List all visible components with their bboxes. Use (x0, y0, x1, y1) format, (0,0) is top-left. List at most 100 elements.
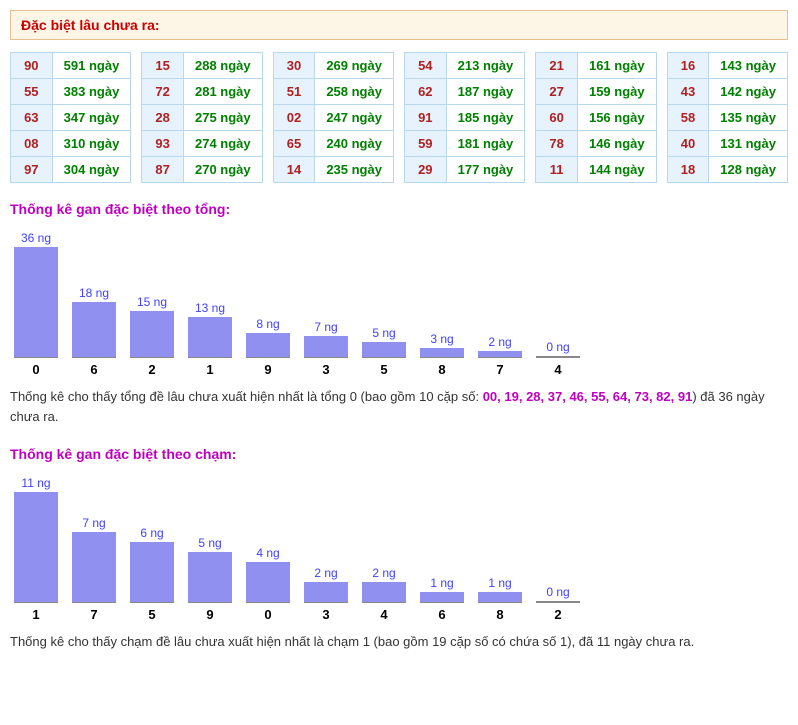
bar-value-label: 13 ng (195, 301, 225, 315)
bar-col: 2 ng 3 (304, 566, 348, 622)
bar-col: 15 ng2 (130, 295, 174, 377)
bar-col: 1 ng6 (420, 576, 464, 622)
table-row: 29177 ngày (404, 157, 524, 183)
days-cell: 383 ngày (52, 79, 131, 105)
bar-col: 5 ng 9 (188, 536, 232, 622)
table-row: 59181 ngày (404, 131, 524, 157)
bar (14, 492, 58, 603)
table-row: 63347 ngày (11, 105, 131, 131)
bar (362, 582, 406, 603)
num-cell: 11 (536, 157, 578, 183)
chart1-desc: Thống kê cho thấy tổng đề lâu chưa xuất … (10, 387, 788, 426)
days-cell: 304 ngày (52, 157, 131, 183)
bar (188, 317, 232, 358)
days-cell: 591 ngày (52, 53, 131, 79)
table-row: 51258 ngày (273, 79, 393, 105)
bar (536, 356, 580, 358)
table-row: 18128 ngày (667, 157, 787, 183)
table-row: 54213 ngày (404, 53, 524, 79)
num-cell: 18 (667, 157, 709, 183)
bar-col: 0 ng4 (536, 340, 580, 377)
days-cell: 185 ngày (446, 105, 525, 131)
bar-category-label: 0 (32, 362, 39, 377)
bar-category-label: 7 (496, 362, 503, 377)
num-cell: 93 (142, 131, 184, 157)
bar (72, 532, 116, 603)
days-cell: 275 ngày (183, 105, 262, 131)
tables-row: 90591 ngày55383 ngày63347 ngày08310 ngày… (10, 52, 788, 183)
num-cell: 27 (536, 79, 578, 105)
table-row: 16143 ngày (667, 53, 787, 79)
table-row: 78146 ngày (536, 131, 656, 157)
bar-category-label: 5 (380, 362, 387, 377)
bar-category-label: 9 (206, 607, 213, 622)
days-cell: 143 ngày (709, 53, 788, 79)
days-cell: 269 ngày (315, 53, 394, 79)
num-cell: 62 (404, 79, 446, 105)
table-row: 62187 ngày (404, 79, 524, 105)
days-cell: 187 ngày (446, 79, 525, 105)
bar-category-label: 7 (90, 607, 97, 622)
num-cell: 97 (11, 157, 53, 183)
bar-category-label: 3 (322, 362, 329, 377)
bar-value-label: 7 ng (314, 320, 337, 334)
days-cell: 213 ngày (446, 53, 525, 79)
bar-col: 5 ng5 (362, 326, 406, 377)
bar-value-label: 3 ng (430, 332, 453, 346)
bar-category-label: 6 (438, 607, 445, 622)
bar-value-label: 0 ng (546, 340, 569, 354)
num-cell: 40 (667, 131, 709, 157)
table-row: 40131 ngày (667, 131, 787, 157)
num-cell: 21 (536, 53, 578, 79)
bar-category-label: 3 (322, 607, 329, 622)
table-row: 21161 ngày (536, 53, 656, 79)
table-row: 08310 ngày (11, 131, 131, 157)
num-cell: 02 (273, 105, 315, 131)
bar-category-label: 8 (438, 362, 445, 377)
bar-col: 8 ng 9 (246, 317, 290, 377)
chart1-desc-highlight: 00, 19, 28, 37, 46, 55, 64, 73, 82, 91 (483, 389, 693, 404)
table-row: 27159 ngày (536, 79, 656, 105)
bar-col: 4 ng0 (246, 546, 290, 622)
bar-category-label: 6 (90, 362, 97, 377)
mini-table: 90591 ngày55383 ngày63347 ngày08310 ngày… (10, 52, 131, 183)
days-cell: 159 ngày (577, 79, 656, 105)
bar (130, 311, 174, 358)
num-cell: 87 (142, 157, 184, 183)
bar (478, 351, 522, 358)
bar-category-label: 9 (264, 362, 271, 377)
bar-value-label: 2 ng (314, 566, 337, 580)
num-cell: 58 (667, 105, 709, 131)
num-cell: 72 (142, 79, 184, 105)
chart2-desc: Thống kê cho thấy chạm đề lâu chưa xuất … (10, 632, 788, 652)
bar-category-label: 1 (206, 362, 213, 377)
days-cell: 235 ngày (315, 157, 394, 183)
table-row: 15288 ngày (142, 53, 262, 79)
days-cell: 156 ngày (577, 105, 656, 131)
bar-value-label: 5 ng (198, 536, 221, 550)
table-row: 93274 ngày (142, 131, 262, 157)
chart1-desc-pre: Thống kê cho thấy tổng đề lâu chưa xuất … (10, 389, 483, 404)
mini-table: 21161 ngày27159 ngày60156 ngày78146 ngày… (535, 52, 656, 183)
bar-value-label: 11 ng (21, 476, 50, 490)
num-cell: 90 (11, 53, 53, 79)
table-row: 02247 ngày (273, 105, 393, 131)
bar (72, 302, 116, 358)
days-cell: 128 ngày (709, 157, 788, 183)
num-cell: 91 (404, 105, 446, 131)
table-row: 30269 ngày (273, 53, 393, 79)
bar-col: 1 ng8 (478, 576, 522, 622)
chart1-title: Thống kê gan đặc biệt theo tổng: (10, 201, 788, 217)
table-row: 58135 ngày (667, 105, 787, 131)
table-row: 90591 ngày (11, 53, 131, 79)
bar (536, 601, 580, 603)
bar-value-label: 15 ng (137, 295, 167, 309)
bar-value-label: 2 ng (488, 335, 511, 349)
days-cell: 181 ngày (446, 131, 525, 157)
num-cell: 60 (536, 105, 578, 131)
bar-value-label: 8 ng (256, 317, 279, 331)
bar (304, 336, 348, 358)
table-row: 14235 ngày (273, 157, 393, 183)
bar-col: 2 ng4 (362, 566, 406, 622)
table-row: 60156 ngày (536, 105, 656, 131)
